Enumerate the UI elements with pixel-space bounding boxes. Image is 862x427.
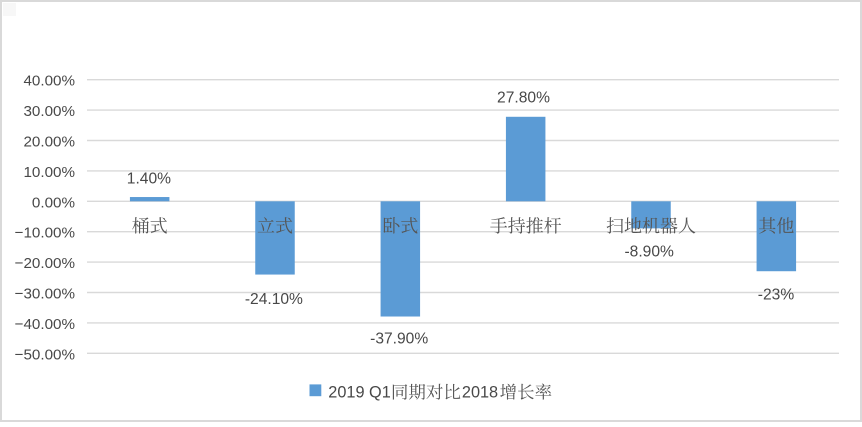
svg-text:-37.90%: -37.90%	[370, 331, 428, 348]
svg-text:2019 Q1: 2019 Q1	[328, 384, 390, 402]
svg-text:10.00%: 10.00%	[23, 164, 75, 181]
svg-text:27.80%: 27.80%	[497, 90, 550, 107]
svg-text:40.00%: 40.00%	[23, 73, 75, 90]
svg-text:−10.00%: −10.00%	[15, 225, 75, 242]
svg-text:−30.00%: −30.00%	[15, 286, 75, 303]
svg-text:2018: 2018	[462, 384, 498, 402]
svg-text:−20.00%: −20.00%	[15, 255, 75, 272]
svg-text:-23%: -23%	[758, 287, 795, 304]
svg-text:-24.10%: -24.10%	[245, 291, 303, 308]
svg-text:-8.90%: -8.90%	[624, 244, 674, 261]
svg-text:−40.00%: −40.00%	[15, 316, 75, 333]
svg-text:20.00%: 20.00%	[23, 134, 75, 151]
svg-text:−50.00%: −50.00%	[15, 346, 75, 363]
svg-text:30.00%: 30.00%	[23, 103, 75, 120]
svg-text:0.00%: 0.00%	[32, 194, 75, 211]
svg-text:1.40%: 1.40%	[127, 170, 171, 187]
